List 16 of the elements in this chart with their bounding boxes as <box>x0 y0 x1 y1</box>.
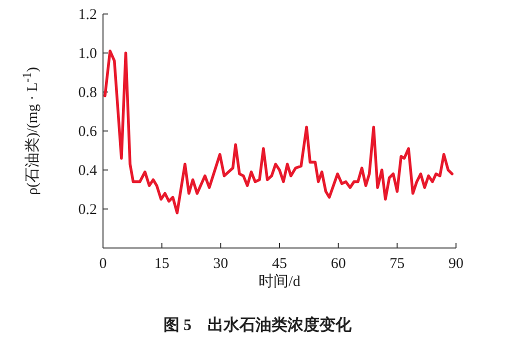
y-tick-label: 0.6 <box>78 124 98 140</box>
y-tick-label: 1.0 <box>78 46 97 62</box>
x-axis-title: 时间/d <box>258 272 302 291</box>
y-tick-label: 0.4 <box>78 163 98 179</box>
x-tick-label: 30 <box>213 256 228 272</box>
x-tick-label: 15 <box>154 256 170 272</box>
x-tick-label: 45 <box>272 256 287 272</box>
y-tick-label: 0.8 <box>78 85 97 101</box>
text: 图 5 出水石油类浓度变化 <box>162 315 352 336</box>
y-tick-label: 1.2 <box>78 7 97 23</box>
x-tick-label: 90 <box>448 256 464 272</box>
x-tick-label: 75 <box>390 256 405 272</box>
line-series <box>104 50 454 214</box>
y-tick-label: 0.2 <box>78 202 97 218</box>
x-tick-label: 60 <box>330 256 346 272</box>
x-tick-label: 0 <box>99 256 107 272</box>
